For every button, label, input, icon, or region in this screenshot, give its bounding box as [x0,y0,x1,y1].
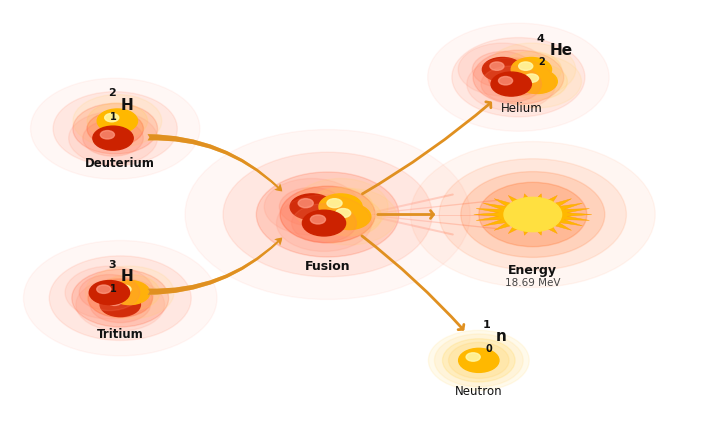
Circle shape [466,353,480,361]
Text: 0: 0 [485,344,492,353]
Circle shape [109,281,150,305]
Text: 1: 1 [110,112,117,122]
Circle shape [492,55,582,108]
Circle shape [459,348,499,372]
Circle shape [511,57,552,82]
Circle shape [279,187,344,226]
Circle shape [298,199,313,208]
Polygon shape [474,194,592,235]
Circle shape [428,330,529,390]
Circle shape [479,182,587,247]
Circle shape [410,142,655,287]
Circle shape [99,275,160,311]
Circle shape [79,275,140,311]
Circle shape [49,256,192,341]
Text: H: H [121,269,134,284]
Text: n: n [496,329,507,344]
Text: Tritium: Tritium [97,328,143,341]
Circle shape [65,266,154,319]
Circle shape [473,50,564,104]
Text: 2: 2 [539,57,545,67]
Circle shape [97,109,138,133]
Circle shape [83,120,143,156]
Circle shape [117,285,131,293]
Circle shape [256,172,399,257]
Text: Energy: Energy [508,264,557,277]
Text: Fusion: Fusion [305,260,351,272]
Circle shape [107,297,122,305]
Circle shape [490,62,504,70]
Text: 3: 3 [108,260,116,270]
Circle shape [327,199,342,208]
Text: Neutron: Neutron [455,385,503,398]
Circle shape [482,57,523,82]
Text: 4: 4 [536,34,544,44]
Circle shape [472,51,533,88]
Circle shape [290,194,333,220]
Text: H: H [121,98,134,112]
Circle shape [518,62,533,70]
Circle shape [76,278,165,331]
Circle shape [501,51,562,88]
Text: Helium: Helium [501,102,543,115]
Circle shape [434,334,523,387]
Circle shape [504,197,562,232]
Circle shape [90,287,150,323]
Circle shape [467,57,556,111]
Circle shape [517,69,557,94]
Circle shape [498,76,513,85]
Circle shape [89,281,130,305]
Circle shape [461,172,605,257]
Circle shape [264,178,359,235]
Circle shape [293,178,388,235]
Circle shape [73,94,162,148]
Text: 18.69 MeV: 18.69 MeV [505,278,561,288]
Text: 1: 1 [110,284,117,293]
Circle shape [481,66,541,102]
Circle shape [276,195,372,251]
Circle shape [302,210,346,236]
Circle shape [439,159,626,270]
Circle shape [104,113,119,122]
Circle shape [96,285,111,293]
Text: 1: 1 [483,320,491,330]
Circle shape [87,103,148,139]
Circle shape [524,74,539,82]
Circle shape [328,204,371,230]
Circle shape [68,112,158,165]
Circle shape [302,188,397,245]
Circle shape [292,204,356,242]
Circle shape [488,59,549,95]
Text: 2: 2 [108,88,116,98]
Circle shape [100,130,114,139]
Circle shape [317,197,382,236]
Circle shape [88,279,153,317]
Circle shape [319,194,362,220]
Circle shape [72,269,168,327]
Circle shape [223,152,432,277]
Text: Deuterium: Deuterium [85,157,156,169]
Circle shape [336,208,351,218]
Circle shape [310,215,325,224]
Circle shape [491,72,531,96]
Circle shape [93,126,133,150]
Circle shape [280,186,375,243]
Circle shape [458,43,547,96]
Circle shape [452,38,585,117]
Circle shape [308,187,373,226]
Text: He: He [549,43,572,58]
Circle shape [73,103,158,154]
Circle shape [53,92,177,166]
Circle shape [487,43,576,96]
Circle shape [100,293,140,317]
Circle shape [449,342,509,378]
Circle shape [85,266,174,319]
Circle shape [443,339,515,382]
Circle shape [87,112,143,145]
Circle shape [507,63,567,100]
